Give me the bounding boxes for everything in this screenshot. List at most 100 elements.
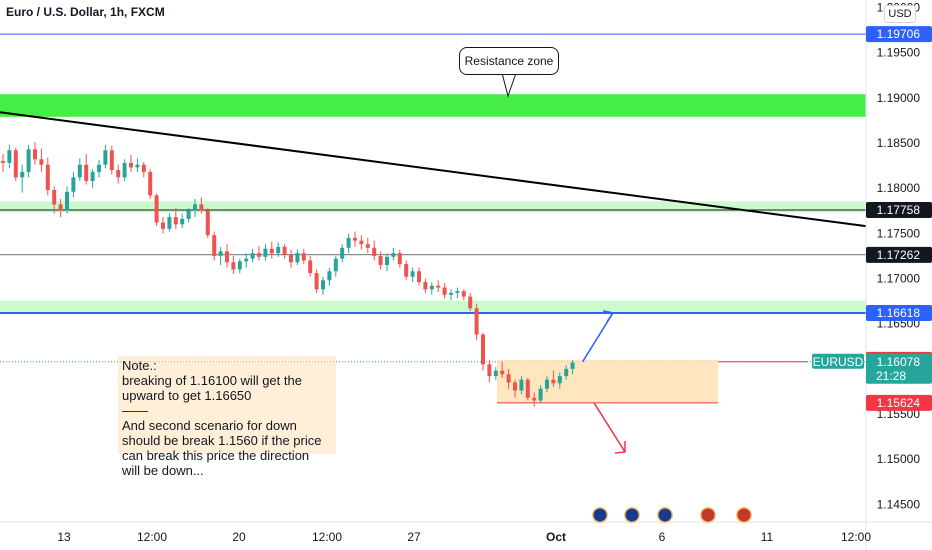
candle-body [449,292,453,295]
candle-body [404,264,409,277]
candle-body [257,253,261,257]
eu-flag-icon[interactable] [625,508,639,522]
candle-body [385,256,389,265]
candle-body [481,334,485,365]
note-line: —— [122,403,148,418]
currency-selector[interactable]: USD [884,5,916,23]
resistance-zone[interactable] [0,94,866,117]
candle-body [218,251,223,256]
us-flag-icon[interactable] [701,508,715,522]
candle-body [148,171,153,196]
candle-body [378,255,383,265]
candle-body [493,370,498,377]
candle-body [103,150,108,165]
candle-body [487,364,492,377]
note-line: will be down... [122,463,204,478]
last-price-badge[interactable] [866,353,932,384]
x-tick-label: 27 [407,530,421,544]
candle-body [461,291,466,297]
candle-body [199,204,204,211]
candle-body [397,253,402,265]
downward-arrow[interactable] [593,402,626,453]
candle-body [532,397,537,401]
candle-body [314,273,319,290]
candle-body [308,260,313,274]
note-line: should be break 1.1560 if the price [122,433,322,448]
candle-body [65,191,69,211]
candle-body [90,171,95,181]
candle-body [263,248,268,257]
candle-body [570,362,575,369]
price-badge[interactable] [866,394,932,411]
candle-body [129,162,133,168]
price-badge[interactable] [866,202,932,219]
candle-body [372,247,377,256]
x-tick-label: 20 [232,530,246,544]
candle-body [500,370,505,375]
price-badge[interactable] [866,26,932,43]
note-annotation[interactable]: Note.: breaking of 1.16100 will get the … [118,356,336,478]
candle-body [250,253,255,259]
x-tick-label: 12:00 [312,530,342,544]
candle-body [301,253,306,261]
us-flag-icon[interactable] [737,508,751,522]
eu-flag-icon[interactable] [593,508,607,522]
candle-body [231,262,236,270]
x-tick-label: Oct [546,530,566,544]
candle-body [282,246,287,256]
price-badge-label: 1.16618 [877,306,921,320]
candle-body [13,150,18,178]
breakout-zone[interactable] [497,359,718,403]
candle-body [135,164,140,168]
support-zone[interactable] [0,300,866,314]
x-tick-label: 6 [659,530,666,544]
y-tick-label: 1.18500 [877,136,921,150]
candle-body [77,164,82,178]
candle-body [212,235,217,256]
candle-body [39,159,44,165]
candle-body [295,253,300,263]
candle-body [557,376,562,384]
price-badge-label: 1.19706 [877,27,921,41]
candle-body [52,189,57,205]
candle-body [173,217,178,225]
price-badge[interactable] [866,305,932,322]
candle-body [84,164,89,181]
candle-body [519,379,524,391]
candle-body [141,164,146,172]
eu-flag-icon[interactable] [658,508,672,522]
candle-body [333,258,338,272]
symbol-badge[interactable] [812,353,864,369]
y-tick-label: 1.14500 [877,497,921,511]
price-badge-label: 1.15624 [877,396,921,410]
candle-body [167,217,172,229]
symbol-badge-label: EURUSD [813,355,864,369]
candle-body [289,255,293,263]
trendline[interactable] [0,111,867,228]
candle-body [58,204,63,211]
price-badge[interactable] [866,246,932,263]
candle-body [455,291,460,293]
candle-body [327,271,332,281]
y-tick-label: 1.17500 [877,226,921,240]
candle-body [269,248,274,254]
resistance-zone-callout[interactable]: Resistance zone [459,47,559,75]
candle-body [410,271,415,277]
candle-body [186,210,191,219]
price-badge-label: 1.17758 [877,203,921,217]
candle-body [365,244,370,248]
candle-body [564,368,569,377]
candle-body [506,374,511,383]
upward-arrowhead [602,310,615,323]
downward-arrowhead [614,440,626,454]
candle-body [26,149,31,172]
x-tick-label: 12:00 [137,530,167,544]
candle-body [205,210,210,236]
chart-title: Euro / U.S. Dollar, 1h, FXCM [6,5,165,19]
support-zone[interactable] [0,201,866,213]
candle-body [109,150,114,171]
y-tick-label: 1.19000 [877,91,921,105]
y-tick-label: 1.18000 [877,181,921,195]
candle-body [154,195,159,223]
